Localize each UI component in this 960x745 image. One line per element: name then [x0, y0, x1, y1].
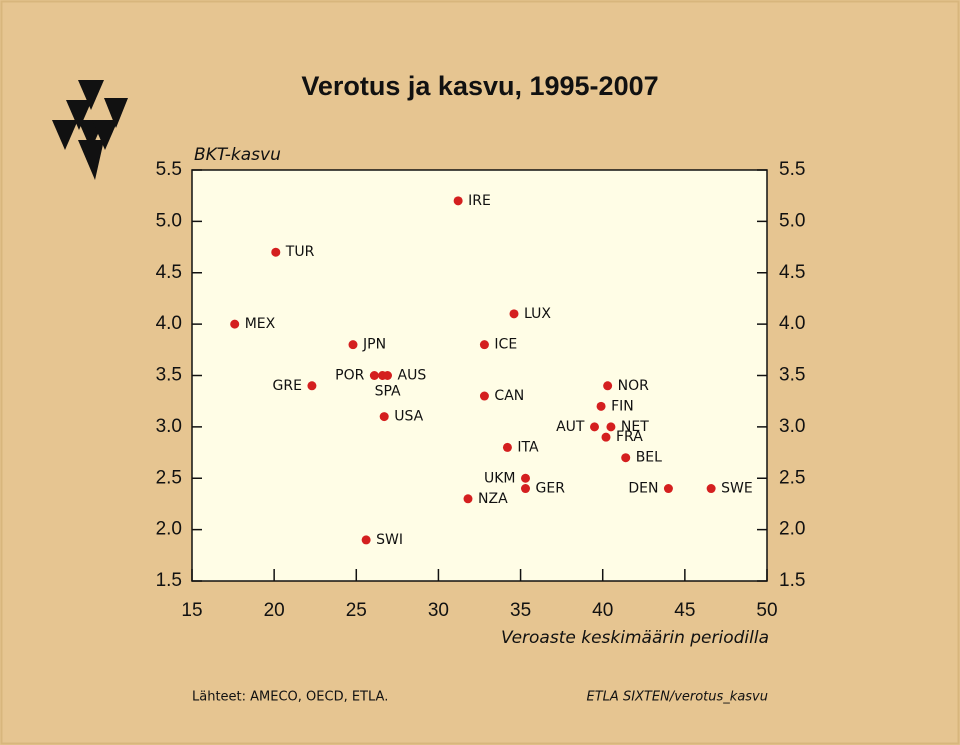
point-label: SWI: [376, 532, 403, 548]
point: [379, 412, 389, 422]
point-label: NET: [621, 419, 649, 435]
point-label: FIN: [611, 398, 634, 414]
source: Lähteet: AMECO, OECD, ETLA.: [192, 690, 388, 705]
point-label: LUX: [524, 306, 551, 322]
point: [509, 309, 519, 319]
point-label: SPA: [375, 384, 401, 400]
y-tick-label: 4.5: [156, 262, 182, 283]
y2-tick-label: 3.0: [779, 416, 805, 437]
y-tick-label: 5.5: [156, 159, 182, 180]
point: [621, 453, 631, 463]
point: [706, 484, 716, 494]
point: [603, 381, 613, 391]
point-label: JPN: [362, 337, 386, 353]
point: [361, 535, 371, 545]
point-label: IRE: [468, 193, 491, 209]
x-tick-label: 15: [181, 600, 202, 621]
point-label: USA: [394, 409, 423, 425]
point: [606, 422, 616, 432]
point-label: NOR: [618, 378, 649, 394]
x-tick-label: 35: [510, 600, 531, 621]
logo: [52, 80, 128, 180]
y2-tick-label: 4.0: [779, 313, 805, 334]
point-label: ICE: [494, 337, 517, 353]
point-label: SWE: [721, 481, 753, 497]
y-tick-label: 2.0: [156, 519, 182, 540]
point: [521, 484, 530, 494]
point-label: FRA: [616, 429, 643, 445]
y2-tick-label: 5.0: [779, 210, 805, 231]
y-tick-label: 3.5: [156, 365, 182, 386]
y2-tick-label: 1.5: [779, 570, 805, 591]
point-label: ITA: [517, 439, 539, 455]
note: ETLA SIXTEN/verotus_kasvu: [587, 690, 768, 705]
point: [383, 371, 392, 380]
point: [502, 442, 512, 452]
point-label: DEN: [628, 481, 658, 497]
chart-title: Verotus ja kasvu, 1995-2007: [301, 71, 658, 101]
point-label: CAN: [494, 388, 524, 404]
point-label: BEL: [636, 450, 662, 466]
x-tick-label: 20: [264, 600, 285, 621]
y2-tick-label: 2.0: [779, 519, 805, 540]
x-axis-label: Veroaste keskimäärin periodilla: [501, 628, 769, 648]
x-tick-label: 25: [346, 600, 367, 621]
y-tick-label: 1.5: [156, 570, 182, 591]
point-label: GRE: [273, 378, 302, 394]
point-label: GER: [536, 481, 566, 497]
point: [369, 371, 379, 380]
point: [463, 494, 473, 504]
point: [453, 196, 463, 206]
y-axis-label: BKT-kasvu: [194, 145, 281, 165]
x-tick-label: 45: [674, 600, 695, 621]
point: [596, 401, 606, 411]
point-label: AUS: [398, 368, 427, 384]
y2-tick-label: 3.5: [779, 365, 805, 386]
point-label: UKM: [484, 470, 516, 486]
y2-tick-label: 5.5: [779, 159, 805, 180]
point-label: AUT: [556, 419, 585, 435]
point: [348, 340, 358, 350]
point: [307, 381, 317, 391]
point: [271, 247, 281, 257]
point: [479, 340, 489, 350]
y-tick-label: 5.0: [156, 210, 182, 231]
y-tick-label: 4.0: [156, 313, 182, 334]
point: [521, 473, 530, 483]
y-tick-label: 3.0: [156, 416, 182, 437]
y-tick-label: 2.5: [156, 467, 182, 488]
x-tick-label: 40: [592, 600, 613, 621]
y2-tick-label: 4.5: [779, 262, 805, 283]
plot-area: [191, 169, 768, 582]
point: [230, 319, 240, 329]
point: [590, 422, 599, 432]
point-label: TUR: [285, 244, 315, 260]
point: [479, 391, 489, 401]
point-label: NZA: [478, 491, 508, 507]
point: [601, 432, 611, 442]
point-label: MEX: [245, 316, 276, 332]
point-label: POR: [335, 368, 364, 384]
x-tick-label: 50: [756, 600, 777, 621]
point: [663, 484, 673, 494]
y2-tick-label: 2.5: [779, 467, 805, 488]
x-tick-label: 30: [428, 600, 449, 621]
